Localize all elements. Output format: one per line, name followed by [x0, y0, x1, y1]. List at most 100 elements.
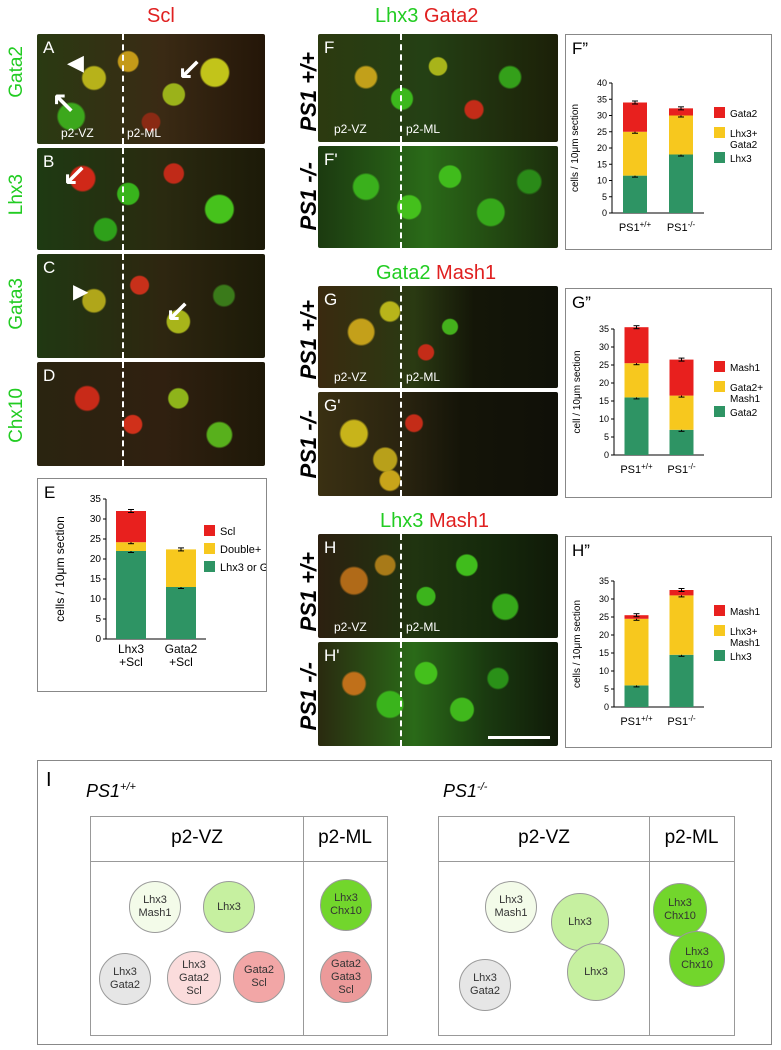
legend-label: Double+	[220, 544, 261, 556]
legend-swatch	[714, 127, 725, 138]
panel-i: I PS1+/+ PS1-/- p2-VZ p2-ML Lhx3 Mash1 Lhx…	[37, 760, 772, 1045]
cell-label: Lhx3	[217, 900, 241, 913]
cell-label: Gata2 Gata3 Scl	[331, 957, 361, 996]
legend-label: Gata2+ Mash1	[730, 383, 763, 405]
legend-swatch	[714, 605, 725, 616]
legend-swatch	[714, 152, 725, 163]
y-tick-label: 35	[597, 94, 607, 104]
cell-circle: Lhx3 Mash1	[129, 881, 181, 933]
ko-ml-header: p2-ML	[664, 827, 719, 848]
group-f-title: Lhx3 Gata2	[375, 5, 478, 28]
bar-segment	[669, 115, 693, 155]
y-tick-label: 10	[599, 414, 609, 424]
y-tick-label: 30	[599, 594, 609, 604]
bar-segment	[624, 397, 649, 455]
zone-label-ml: p2-ML	[406, 122, 441, 136]
cell-circle: Lhx3 Gata2	[99, 953, 151, 1005]
bar-segment	[624, 363, 649, 398]
legend-label: Lhx3 or Gata2	[220, 562, 266, 574]
cell-label: Lhx3 Gata2	[110, 966, 140, 991]
wt-table: p2-VZ p2-ML Lhx3 Mash1 Lhx3 Lhx3 Gata2 Lhx3 Ga…	[90, 816, 388, 1036]
bar-segment	[669, 595, 694, 655]
micrograph-g: G p2-VZ p2-ML	[318, 286, 558, 388]
ko-vz-header: p2-VZ	[518, 827, 570, 848]
y-tick-label: 0	[602, 208, 607, 218]
cell-circle: Lhx3 Chx10	[669, 931, 725, 987]
cell-label: Lhx3 Gata2	[470, 972, 500, 997]
y-tick-label: 40	[597, 78, 607, 88]
cell-circle: Gata2 Gata3 Scl	[320, 951, 372, 1003]
panel-letter: F”	[572, 39, 589, 58]
legend-label: Lhx3	[730, 154, 752, 165]
title-red: Mash1	[428, 510, 489, 532]
title-green: Lhx3	[375, 5, 419, 27]
cell-label: Lhx3 Mash1	[494, 894, 528, 919]
category-label: PS1-/-	[667, 220, 696, 234]
bar-segment	[669, 154, 693, 213]
panel-f2-box: F” 0 5 10 15 20 25 30 35 40 cells / 10μm section P…	[565, 34, 772, 250]
cell-label: Lhx3 Mash1	[138, 894, 172, 919]
row-label-chx10: Chx10	[6, 388, 27, 443]
panel-g2-box: G” 0 5 10 15 20 25 30 35 cell / 10μm section PS1+…	[565, 288, 772, 498]
y-axis-label: cells / 10μm section	[572, 600, 583, 688]
cell-label: Lhx3 Gata2 Scl	[179, 958, 209, 997]
title-green: Gata2	[376, 262, 431, 284]
legend-swatch	[204, 561, 215, 572]
legend-label: Lhx3+ Gata2	[730, 129, 758, 151]
ko-genotype-label: PS1-/-	[443, 781, 487, 802]
bar-segment	[623, 102, 647, 132]
micrograph-a: A ◀ ↖ ↙ p2-VZ p2-ML	[37, 34, 265, 144]
bar-segment	[624, 327, 649, 364]
y-tick-label: 5	[602, 192, 607, 202]
cell-circle: Lhx3 Mash1	[485, 881, 537, 933]
category-label: PS1+/+	[619, 220, 652, 234]
genotype: PS1	[443, 781, 478, 801]
genotype-sup: -/-	[477, 781, 488, 793]
y-tick-label: 15	[599, 396, 609, 406]
title-red: Gata2	[423, 5, 479, 27]
group-h-title: Lhx3 Mash1	[380, 510, 489, 533]
bar-segment	[166, 587, 196, 639]
y-axis-label: cells / 10μm section	[53, 516, 67, 622]
legend-swatch	[714, 406, 725, 417]
panel-letter: H”	[572, 541, 590, 560]
panel-letter: G”	[572, 293, 591, 312]
chart-h2: 0 5 10 15 20 25 30 35 cells / 10μm section PS1+/+…	[572, 576, 760, 728]
zone-label-ml: p2-ML	[406, 620, 441, 634]
zone-label-ml: p2-ML	[127, 126, 162, 140]
bar-segment	[116, 542, 146, 551]
y-tick-label: 20	[90, 554, 102, 565]
cell-circle: Lhx3 Gata2	[459, 959, 511, 1011]
y-tick-label: 25	[597, 127, 607, 137]
y-tick-label: 10	[599, 666, 609, 676]
row-label-gata3: Gata3	[6, 278, 27, 330]
legend-label: Lhx3+ Mash1	[730, 627, 760, 649]
bar-segment	[116, 511, 146, 543]
y-tick-label: 35	[90, 494, 102, 505]
category-label: Lhx3 +Scl	[118, 642, 144, 669]
y-tick-label: 25	[599, 612, 609, 622]
legend-swatch	[714, 625, 725, 636]
y-tick-label: 20	[599, 630, 609, 640]
wt-ml-header: p2-ML	[318, 827, 372, 848]
category-label: PS1-/-	[667, 462, 696, 476]
bar-segment	[669, 359, 694, 396]
title-green: Lhx3	[380, 510, 424, 532]
panel-letter: G'	[324, 396, 341, 415]
bar-segment	[623, 175, 647, 213]
panel-letter: G	[324, 290, 338, 309]
y-tick-label: 35	[599, 576, 609, 586]
cell-circle: Lhx3	[551, 893, 609, 951]
arrow-icon: ↖	[51, 88, 77, 121]
category-label: Gata2 +Scl	[165, 642, 198, 669]
arrowhead-icon: ▶	[73, 281, 89, 303]
y-tick-label: 20	[599, 378, 609, 388]
y-axis-label: cell / 10μm section	[572, 350, 583, 433]
cell-circle: Lhx3	[203, 881, 255, 933]
panel-h2-box: H” 0 5 10 15 20 25 30 35 cells / 10μm section PS1…	[565, 536, 772, 748]
micrograph-f-prime: F'	[318, 146, 558, 248]
panel-letter: I	[46, 769, 52, 791]
legend-label: Gata2	[730, 408, 758, 419]
zone-label-vz: p2-VZ	[334, 122, 367, 136]
panel-letter: F'	[324, 150, 338, 169]
